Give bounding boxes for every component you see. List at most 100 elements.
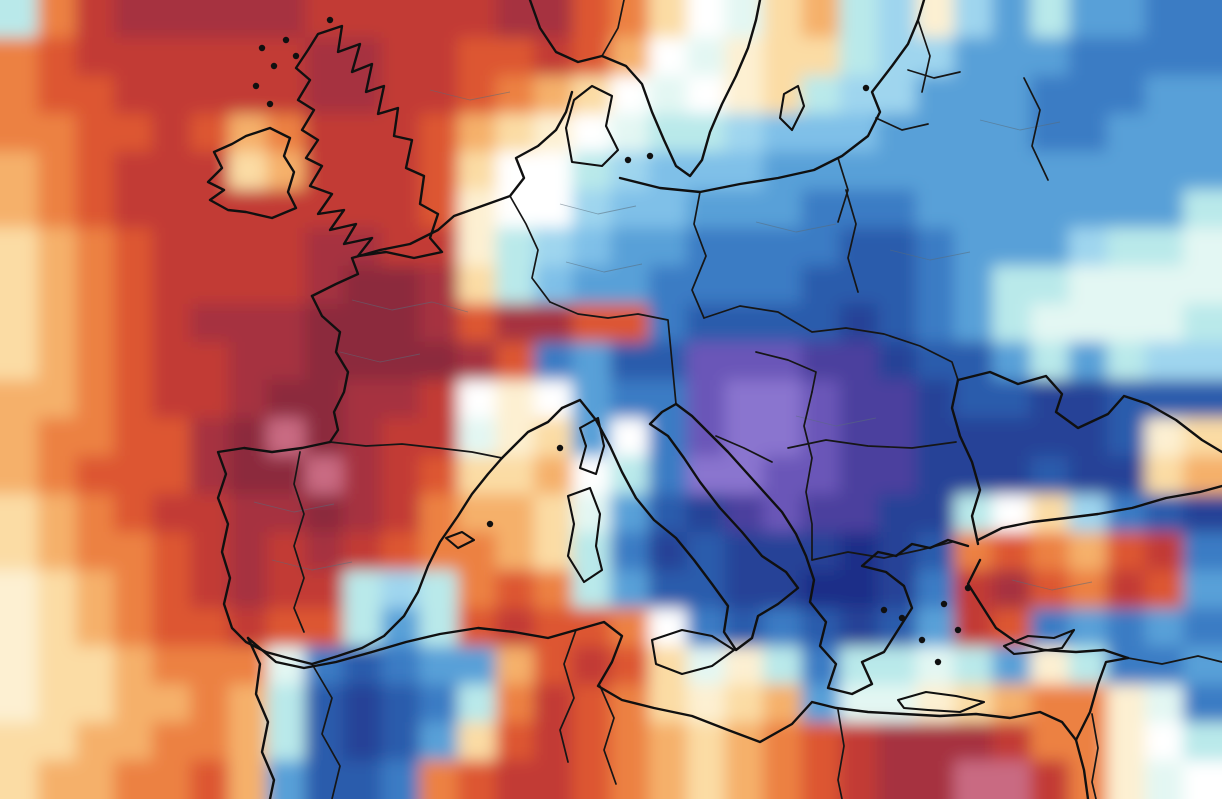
great-britain-coast xyxy=(294,24,444,260)
anomaly-cell xyxy=(304,417,345,458)
anomaly-cell xyxy=(686,532,727,572)
anomaly-cell xyxy=(228,684,268,724)
anomaly-cell xyxy=(0,417,39,458)
anomaly-cell xyxy=(266,341,307,382)
anomaly-cell xyxy=(724,379,765,420)
anomaly-cell xyxy=(37,75,77,115)
anomaly-cell xyxy=(495,684,536,724)
anomaly-cell xyxy=(37,455,77,496)
anomaly-cell xyxy=(419,532,459,572)
anomaly-cell xyxy=(648,760,688,799)
cyprus-outline xyxy=(1002,628,1076,656)
anomaly-cell xyxy=(763,455,803,496)
anomaly-cell xyxy=(839,494,879,534)
anomaly-cell xyxy=(37,303,77,344)
anomaly-cell xyxy=(724,75,765,115)
anomaly-cell xyxy=(839,570,879,610)
anomaly-cell xyxy=(37,417,77,458)
anomaly-cell xyxy=(610,379,650,420)
anomaly-cell xyxy=(1068,722,1109,762)
admin-boundary-line-4 xyxy=(253,501,335,513)
anomaly-cell xyxy=(190,455,230,496)
anomaly-cell xyxy=(992,227,1032,267)
anomaly-cell xyxy=(37,684,77,724)
anomaly-cell xyxy=(152,532,192,572)
island-dot-10 xyxy=(898,614,906,622)
pyrenees-border xyxy=(329,441,503,459)
anomaly-cell xyxy=(1030,532,1070,572)
anomaly-cell xyxy=(1030,189,1070,229)
anomaly-cell xyxy=(381,608,421,648)
anomaly-cell xyxy=(801,189,841,229)
morocco-algeria-border xyxy=(311,663,341,799)
anomaly-cell xyxy=(457,722,498,762)
anomaly-cell xyxy=(495,570,536,610)
anomaly-cell xyxy=(113,37,154,77)
anomaly-cell xyxy=(75,760,116,799)
anomaly-cell xyxy=(572,0,612,39)
anomaly-cell xyxy=(572,341,612,382)
anomaly-cell xyxy=(1145,113,1185,153)
anomaly-cell xyxy=(1106,0,1147,39)
anomaly-cell xyxy=(343,760,383,799)
anomaly-cell xyxy=(266,189,307,229)
anomaly-cell xyxy=(1183,151,1222,191)
anomaly-cell xyxy=(992,151,1032,191)
national-border-lines xyxy=(293,0,1222,799)
anomaly-cell xyxy=(190,684,230,724)
anomaly-cell xyxy=(1106,151,1147,191)
anomaly-cell xyxy=(1068,151,1109,191)
anomaly-cell xyxy=(992,0,1032,39)
anomaly-cell xyxy=(37,760,77,799)
latvia-border xyxy=(875,117,929,131)
anomaly-cell xyxy=(1183,227,1222,267)
anomaly-cell xyxy=(877,75,918,115)
anomaly-cell xyxy=(648,379,688,420)
anomaly-cell xyxy=(152,379,192,420)
anomaly-cell xyxy=(954,341,994,382)
anomaly-cell xyxy=(1030,341,1070,382)
jutland-denmark-outline xyxy=(564,84,620,168)
anomaly-cell xyxy=(648,265,688,305)
biscay-france-coast xyxy=(310,294,350,444)
anomaly-cell xyxy=(572,189,612,229)
island-dot-8 xyxy=(646,152,654,160)
anomaly-cell xyxy=(113,532,154,572)
anomaly-cell xyxy=(839,455,879,496)
anomaly-cell xyxy=(915,684,956,724)
anomaly-cell xyxy=(0,341,39,382)
anomaly-cell xyxy=(648,722,688,762)
anomaly-cell xyxy=(457,227,498,267)
anomaly-cell xyxy=(152,760,192,799)
anomaly-cell xyxy=(992,265,1032,305)
anomaly-cell xyxy=(457,455,498,496)
anomaly-cell xyxy=(152,684,192,724)
admin-boundary-line-8 xyxy=(1011,579,1093,591)
anomaly-cell xyxy=(304,494,345,534)
anomaly-cell xyxy=(877,684,918,724)
anomaly-cell xyxy=(877,417,918,458)
anomaly-cell xyxy=(1106,37,1147,77)
poland-lithuania-border xyxy=(837,157,849,223)
anomaly-cell xyxy=(381,113,421,153)
anomaly-cell xyxy=(1145,570,1185,610)
anomaly-cell xyxy=(381,494,421,534)
anomaly-cell xyxy=(724,227,765,267)
anomaly-cell xyxy=(1183,494,1222,534)
anomaly-cell xyxy=(534,684,574,724)
anomaly-cell xyxy=(419,608,459,648)
anomaly-cell xyxy=(152,455,192,496)
anomaly-cell xyxy=(1183,532,1222,572)
anomaly-cell xyxy=(113,303,154,344)
anomaly-cell xyxy=(610,646,650,686)
anomaly-cell xyxy=(610,189,650,229)
anomaly-cell xyxy=(0,113,39,153)
anomaly-cell xyxy=(75,494,116,534)
anomaly-cell xyxy=(304,455,345,496)
anomaly-cell xyxy=(1068,532,1109,572)
anomaly-cell xyxy=(1068,379,1109,420)
anomaly-cell xyxy=(0,303,39,344)
anomaly-cell xyxy=(763,151,803,191)
anomaly-cell xyxy=(1106,75,1147,115)
anomaly-cell xyxy=(152,303,192,344)
